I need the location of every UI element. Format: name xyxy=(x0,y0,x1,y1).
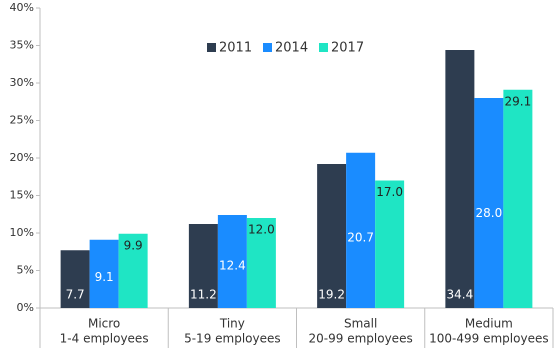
x-tick-label: 5-19 employees xyxy=(184,332,281,346)
bar xyxy=(445,50,475,308)
bar xyxy=(503,89,533,308)
y-tick-label: 15% xyxy=(10,189,34,202)
y-tick-label: 10% xyxy=(10,226,34,239)
data-label: 28.0 xyxy=(476,206,503,220)
bar xyxy=(375,180,405,308)
legend-label: 2011 xyxy=(219,41,252,56)
y-tick-label: 20% xyxy=(10,151,34,164)
data-label: 9.9 xyxy=(124,238,143,252)
x-tick-label: 20-99 employees xyxy=(309,332,413,346)
y-tick-label: 30% xyxy=(10,76,34,89)
data-label: 12.4 xyxy=(219,259,246,273)
data-label: 34.4 xyxy=(447,288,474,302)
data-label: 9.1 xyxy=(95,270,114,284)
bar xyxy=(474,98,504,308)
bar xyxy=(346,152,376,308)
bar xyxy=(217,215,247,308)
legend-swatch xyxy=(263,43,272,52)
y-tick-label: 35% xyxy=(10,39,34,52)
bar xyxy=(246,218,276,308)
bar xyxy=(60,250,90,308)
legend-label: 2017 xyxy=(331,41,364,56)
bar xyxy=(188,224,218,308)
x-tick-label: Tiny xyxy=(219,317,245,331)
data-label: 20.7 xyxy=(347,231,374,245)
x-tick-label: 1-4 employees xyxy=(60,332,149,346)
legend-label: 2014 xyxy=(275,41,308,56)
bar xyxy=(118,233,148,308)
y-tick-label: 0% xyxy=(17,301,34,314)
data-label: 12.0 xyxy=(248,223,275,237)
legend-swatch xyxy=(319,43,328,52)
bar xyxy=(89,239,119,308)
legend-swatch xyxy=(207,43,216,52)
x-tick-label: 100-499 employees xyxy=(429,332,548,346)
x-tick-label: Micro xyxy=(88,317,120,331)
x-tick-label: Small xyxy=(344,317,377,331)
data-label: 11.2 xyxy=(190,288,217,302)
y-tick-label: 40% xyxy=(10,1,34,14)
x-tick-label: Medium xyxy=(465,317,513,331)
data-label: 29.1 xyxy=(505,94,532,108)
y-tick-label: 5% xyxy=(17,264,34,277)
bar xyxy=(317,164,347,308)
data-label: 17.0 xyxy=(376,185,403,199)
y-tick-label: 25% xyxy=(10,114,34,127)
data-label: 19.2 xyxy=(318,288,345,302)
data-label: 7.7 xyxy=(66,288,85,302)
